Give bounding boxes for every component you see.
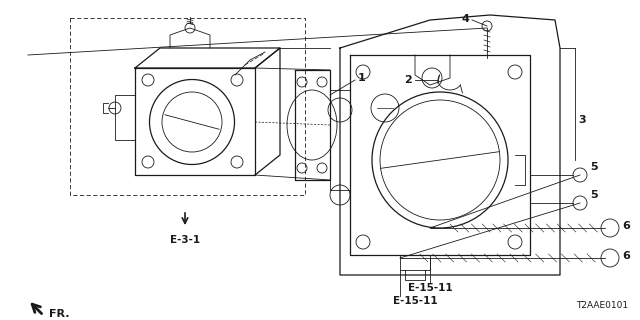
Text: E-15-11: E-15-11 <box>393 296 437 306</box>
Text: 5: 5 <box>590 190 598 200</box>
Text: E-3-1: E-3-1 <box>170 235 200 245</box>
Text: T2AAE0101: T2AAE0101 <box>576 301 628 310</box>
Text: 2: 2 <box>404 75 412 85</box>
Text: E-15-11: E-15-11 <box>408 283 452 293</box>
Text: 1: 1 <box>358 73 365 83</box>
Text: 4: 4 <box>461 14 469 24</box>
Text: 3: 3 <box>578 115 586 125</box>
Text: FR.: FR. <box>49 308 69 318</box>
Text: 5: 5 <box>590 162 598 172</box>
Text: 6: 6 <box>622 221 630 231</box>
Text: 6: 6 <box>622 251 630 261</box>
